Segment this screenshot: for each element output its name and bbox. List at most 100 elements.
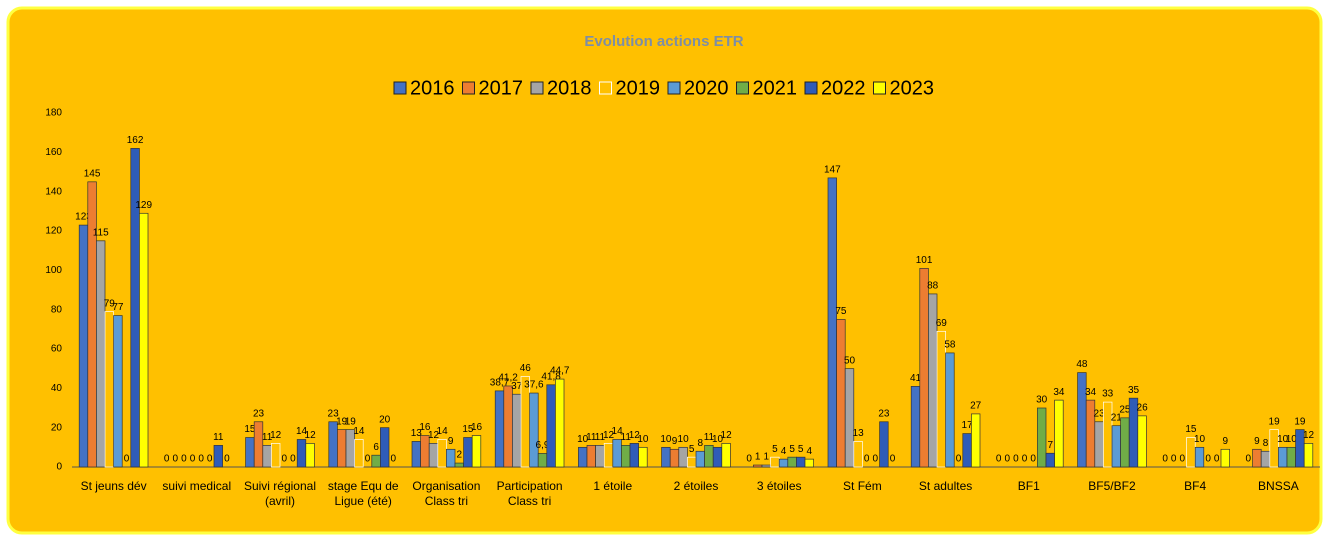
- data-label: 0: [956, 454, 962, 465]
- bar: [1094, 421, 1104, 468]
- data-label: 0: [282, 454, 288, 465]
- data-label: 5: [798, 444, 804, 455]
- bar: [586, 445, 596, 468]
- bar: [1054, 399, 1064, 468]
- x-tick-label: BNSSA: [1258, 479, 1299, 493]
- bar: [1111, 425, 1121, 468]
- data-label: 11: [586, 432, 597, 443]
- bar: [844, 368, 855, 468]
- x-tick-label: 2 étoiles: [673, 479, 719, 493]
- data-label: 10: [660, 434, 672, 445]
- bar: [96, 240, 106, 468]
- data-label: 16: [471, 422, 483, 433]
- data-label: 17: [962, 420, 974, 431]
- data-label: 0: [190, 454, 196, 465]
- legend-label: 2021: [753, 77, 798, 99]
- x-tick-label: BF1: [1017, 479, 1040, 493]
- bar: [919, 268, 929, 468]
- bar: [787, 456, 797, 468]
- data-label: 12: [1303, 430, 1315, 441]
- data-label: 10: [1277, 434, 1289, 445]
- data-label: 41,2: [498, 373, 518, 384]
- bar: [546, 384, 556, 468]
- x-tick-label: 1 étoile: [593, 479, 633, 493]
- data-label: 34: [1085, 387, 1097, 398]
- x-tick-label: BF5/BF2: [1088, 479, 1136, 493]
- legend-label: 2023: [890, 77, 935, 99]
- bar: [380, 427, 390, 468]
- bar: [271, 443, 281, 468]
- bar: [761, 464, 771, 468]
- data-label: 162: [127, 135, 144, 146]
- bar: [305, 443, 315, 468]
- legend-swatch: [599, 81, 612, 95]
- legend-label: 2020: [684, 77, 729, 99]
- data-label: 19: [345, 416, 357, 427]
- legend-swatch: [462, 81, 475, 95]
- bar: [796, 456, 806, 468]
- bar: [712, 446, 723, 468]
- data-label: 77: [112, 302, 124, 313]
- x-tick-label: St adultes: [918, 479, 973, 493]
- data-label: 13: [853, 428, 865, 439]
- bar: [1045, 452, 1055, 468]
- data-label: 0: [873, 454, 879, 465]
- legend-swatch: [667, 81, 681, 95]
- data-label: 10: [1286, 434, 1298, 445]
- data-label: 38,7: [490, 378, 510, 389]
- data-label: 44,7: [550, 366, 570, 377]
- data-label: 12: [428, 430, 440, 441]
- bar: [503, 385, 513, 468]
- data-label: 23: [878, 408, 890, 419]
- legend-item: 2022: [804, 77, 866, 99]
- bar: [512, 393, 522, 468]
- data-label: 21: [1111, 412, 1123, 423]
- data-label: 75: [835, 306, 847, 317]
- data-label: 12: [629, 430, 641, 441]
- bar: [104, 311, 114, 468]
- data-label: 0: [173, 454, 179, 465]
- data-label: 0: [1030, 454, 1036, 465]
- bar: [130, 148, 140, 468]
- data-label: 0: [1171, 454, 1177, 465]
- bar: [836, 319, 846, 468]
- data-label: 14: [612, 426, 624, 437]
- data-label: 0: [290, 454, 296, 465]
- data-label: 9: [672, 436, 678, 447]
- y-tick-label: 160: [45, 147, 62, 158]
- data-label: 0: [198, 454, 204, 465]
- bar: [494, 390, 505, 468]
- bar: [139, 212, 149, 468]
- bar: [704, 445, 714, 468]
- data-label: 7: [1048, 440, 1054, 451]
- data-label: 23: [1094, 408, 1106, 419]
- data-label: 115: [93, 227, 109, 238]
- bar: [695, 450, 705, 468]
- bar: [595, 445, 605, 468]
- data-label: 10: [712, 434, 724, 445]
- data-label: 10: [678, 434, 690, 445]
- data-label: 9: [1254, 436, 1260, 447]
- legend-label: 2022: [821, 77, 866, 99]
- data-label: 129: [135, 200, 152, 211]
- data-label: 27: [970, 401, 982, 412]
- bar: [1286, 446, 1296, 468]
- data-label: 6: [373, 442, 379, 453]
- bar: [555, 378, 565, 468]
- data-label: 5: [772, 444, 778, 455]
- data-label: 12: [305, 430, 317, 441]
- bar: [296, 439, 307, 468]
- data-label: 0: [1205, 454, 1211, 465]
- legend-item: 2017: [462, 77, 523, 99]
- data-label: 0: [1180, 454, 1186, 465]
- data-label: 0: [746, 454, 752, 465]
- bar: [629, 443, 639, 468]
- data-label: 14: [437, 426, 449, 437]
- bar: [578, 446, 588, 468]
- data-label: 0: [124, 454, 130, 465]
- data-label: 123: [75, 212, 92, 223]
- bar: [1252, 448, 1262, 468]
- legend-item: 2019: [599, 77, 660, 99]
- data-label: 8: [1263, 438, 1269, 449]
